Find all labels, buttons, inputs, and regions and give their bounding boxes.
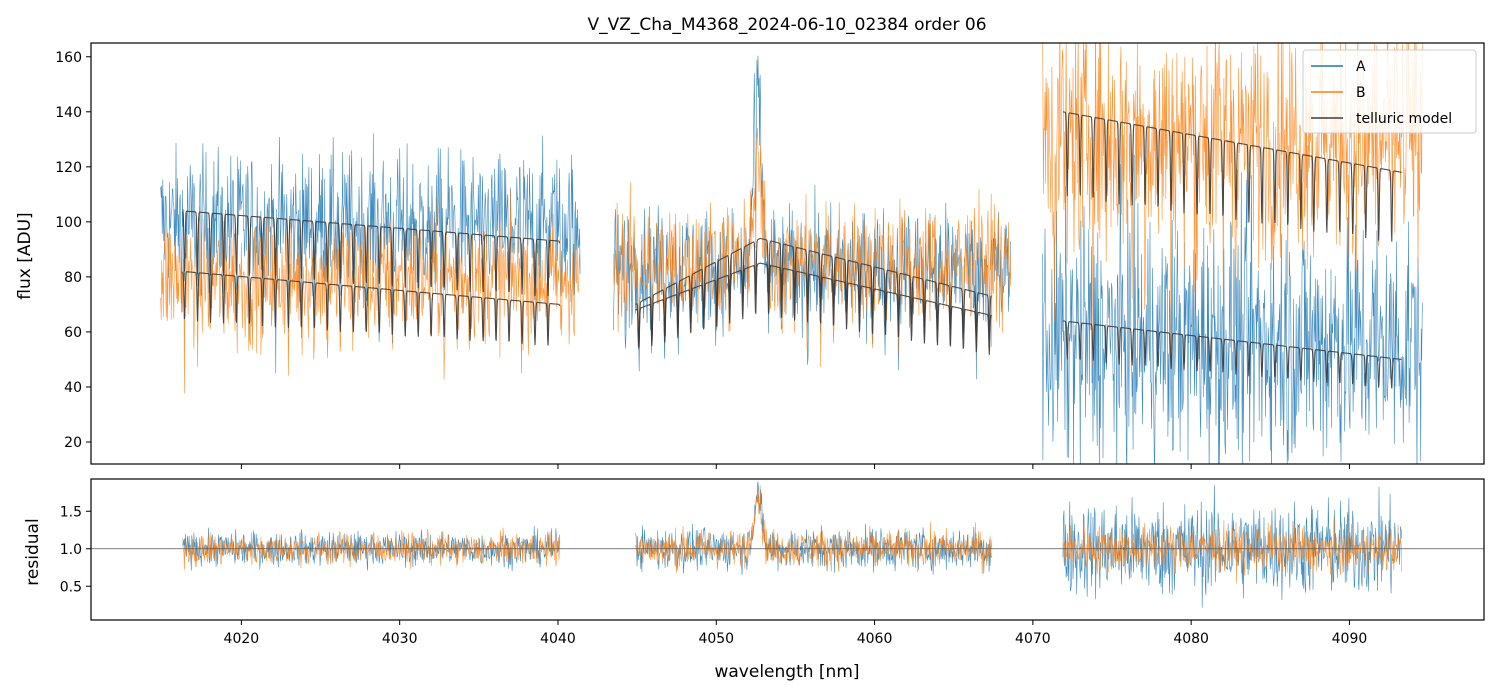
series-b-line	[613, 128, 1011, 368]
legend: A B telluric model	[1302, 49, 1477, 134]
telluric-model-line	[1062, 320, 1402, 389]
x-tick-label: 4090	[1332, 631, 1368, 647]
telluric-model-line	[182, 271, 561, 346]
x-tick-label: 4040	[540, 631, 576, 647]
legend-box	[1302, 49, 1477, 134]
residual-b-line	[1062, 514, 1402, 584]
y-tick-label: 60	[64, 325, 82, 341]
y-tick-label: 1.5	[60, 504, 82, 520]
telluric-model-line	[635, 262, 992, 355]
x-tick-label: 4080	[1173, 631, 1209, 647]
y-tick-label: 120	[55, 160, 82, 176]
telluric-model-line	[182, 210, 561, 297]
residual-a-line	[635, 482, 992, 576]
y-tick-label: 160	[55, 50, 82, 66]
y-tick-label: 140	[55, 105, 82, 121]
residual-axis-label: residual	[23, 518, 43, 585]
y-tick-label: 20	[64, 435, 82, 451]
residual-b-line	[635, 482, 992, 575]
legend-label-a: A	[1356, 59, 1366, 75]
x-tick-label: 4020	[224, 631, 260, 647]
x-tick-label: 4050	[698, 631, 734, 647]
legend-label-b: B	[1356, 85, 1366, 101]
flux-panel: 20 40 60 80 100 120 140 160 flux [ADU] A B tell…	[15, 42, 1485, 469]
x-tick-label: 4070	[1015, 631, 1051, 647]
residual-b-line	[182, 527, 560, 570]
legend-label-telluric: telluric model	[1356, 111, 1452, 127]
x-tick-label: 4030	[382, 631, 418, 647]
y-tick-label: 0.5	[60, 579, 82, 595]
wavelength-axis-label: wavelength [nm]	[714, 662, 859, 682]
flux-axis-label: flux [ADU]	[15, 212, 35, 299]
y-tick-label: 80	[64, 270, 82, 286]
residual-panel: 0.5 1.0 1.5 4020 4030 4040 4050 4060 4070 4080 40…	[23, 478, 1485, 682]
chart-title: V_VZ_Cha_M4368_2024-06-10_02384 order 06	[587, 15, 986, 35]
x-tick-label: 4060	[857, 631, 893, 647]
y-tick-label: 1.0	[60, 542, 82, 558]
flux-panel-frame	[90, 42, 1485, 465]
series-a-line	[1042, 154, 1423, 464]
telluric-model-line	[1062, 111, 1402, 242]
residual-a-line	[1062, 484, 1402, 608]
y-tick-label: 40	[64, 380, 82, 396]
telluric-model-line	[635, 237, 992, 344]
y-tick-label: 100	[55, 215, 82, 231]
residual-panel-frame	[90, 478, 1485, 621]
